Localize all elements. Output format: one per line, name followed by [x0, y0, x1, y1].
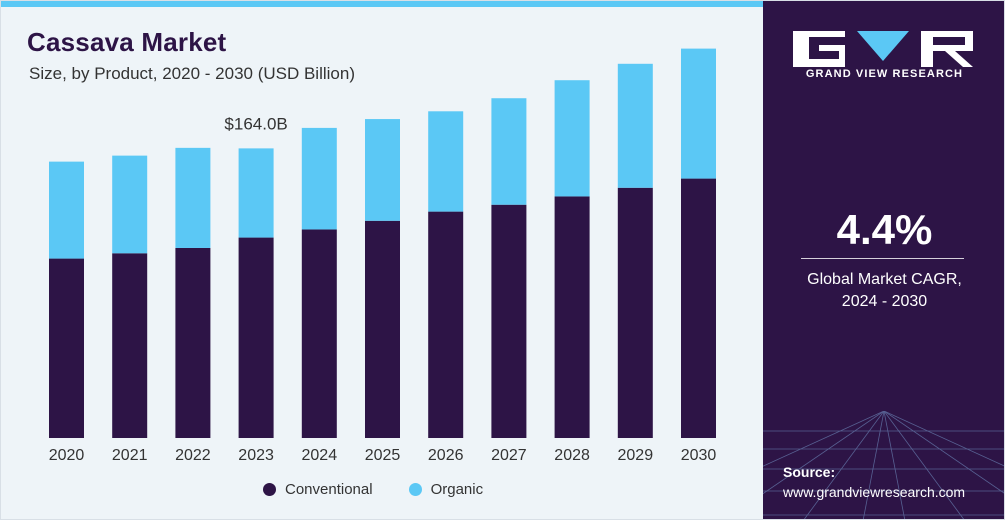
- legend-label-organic: Organic: [430, 481, 484, 498]
- chart-subtitle: Size, by Product, 2020 - 2030 (USD Billi…: [29, 64, 355, 83]
- bar-organic-2022: [175, 147, 211, 248]
- data-label-2023: $164.0B: [224, 114, 287, 133]
- source-label: Source:: [783, 464, 836, 480]
- x-tick-label-2030: 2030: [681, 447, 717, 464]
- bar-conventional-2029: [617, 187, 653, 438]
- bar-conventional-2030: [681, 178, 716, 438]
- bar-organic-2028: [554, 80, 590, 197]
- bar-organic-2023: [238, 148, 274, 238]
- bar-chart: 2020 2021 2022 2023 2024 2025 2026 2027 2028 2029…: [49, 48, 717, 464]
- bar-conventional-2025: [365, 220, 400, 438]
- bar-conventional-2023: [238, 237, 274, 438]
- x-tick-label-2027: 2027: [491, 447, 527, 464]
- bar-organic-2029: [617, 63, 653, 188]
- legend-item-conventional: Conventional: [263, 481, 373, 498]
- x-tick-label-2023: 2023: [238, 447, 274, 464]
- x-tick-label-2029: 2029: [618, 447, 654, 464]
- bar-organic-2026: [428, 111, 464, 212]
- bar-conventional-2020: [49, 258, 84, 438]
- grand-view-research-logo: [793, 31, 973, 67]
- x-tick-label-2021: 2021: [112, 447, 148, 464]
- cagr-label-line2: 2024 - 2030: [841, 293, 928, 310]
- cagr-label: Global Market CAGR, 2024 - 2030: [763, 269, 1004, 313]
- cagr-value: 4.4%: [836, 206, 933, 253]
- x-tick-label-2022: 2022: [175, 447, 211, 464]
- legend-swatch-organic: [408, 483, 422, 496]
- chart-title: Cassava Market: [27, 27, 227, 57]
- source-url[interactable]: www.grandviewresearch.com: [783, 484, 966, 500]
- bar-organic-2024: [301, 127, 337, 230]
- bar-organic-2021: [112, 155, 148, 254]
- accent-bar: [1, 1, 763, 7]
- bar-conventional-2028: [554, 196, 590, 438]
- grid-floor-decoration: [763, 411, 1004, 519]
- bar-conventional-2027: [491, 204, 527, 438]
- bar-organic-2020: [49, 161, 84, 259]
- brand-name: GRAND VIEW RESEARCH: [805, 68, 964, 80]
- bar-organic-2030: [681, 48, 716, 179]
- bar-organic-2027: [491, 98, 527, 205]
- x-tick-label-2026: 2026: [428, 447, 464, 464]
- cagr-label-line1: Global Market CAGR,: [807, 271, 962, 288]
- side-panel: GRAND VIEW RESEARCH 4.4% Global Market C…: [763, 1, 1004, 519]
- bar-conventional-2024: [301, 229, 337, 438]
- x-tick-label-2028: 2028: [554, 447, 590, 464]
- x-tick-label-2024: 2024: [302, 447, 338, 464]
- legend-label-conventional: Conventional: [285, 481, 373, 498]
- legend-item-organic: Organic: [408, 481, 484, 498]
- legend-swatch-conventional: [263, 483, 276, 496]
- legend: Conventional Organic: [263, 481, 519, 498]
- cagr-divider: [801, 258, 964, 259]
- bar-conventional-2022: [175, 247, 211, 438]
- x-tick-label-2020: 2020: [49, 447, 85, 464]
- bar-conventional-2021: [112, 253, 148, 438]
- x-tick-label-2025: 2025: [365, 447, 401, 464]
- bar-conventional-2026: [428, 211, 464, 438]
- bar-organic-2025: [365, 119, 400, 221]
